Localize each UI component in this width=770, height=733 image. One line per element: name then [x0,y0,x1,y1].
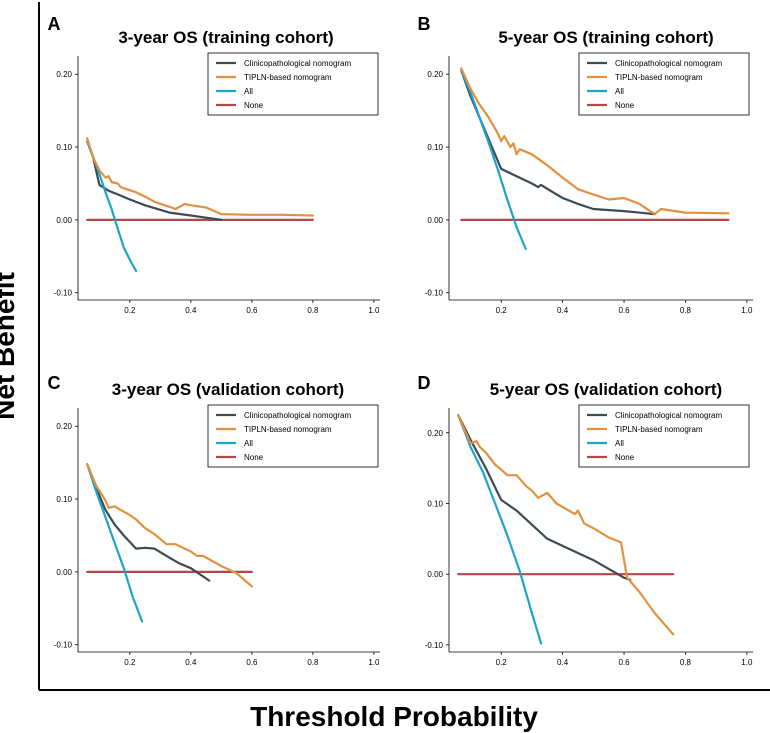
legend-label: TIPLN-based nomogram [615,425,703,434]
y-tick-label: 0.20 [427,429,443,438]
panel-title: 5-year OS (validation cohort) [490,380,722,399]
y-tick-label: 0.10 [427,143,443,152]
panel-letter: B [418,14,431,34]
y-tick-label: 0.00 [427,216,443,225]
y-tick-label: 0.10 [427,499,443,508]
x-tick-label: 0.2 [496,306,508,315]
legend-label: TIPLN-based nomogram [615,73,703,82]
x-tick-label: 0.4 [557,306,569,315]
legend-label: All [615,87,624,96]
x-tick-label: 0.2 [124,306,136,315]
series-line-clinicopathological-nomogram [86,463,211,582]
panel-letter: C [48,373,61,393]
legend-label: Clinicopathological nomogram [244,59,352,68]
legend-label: None [244,453,264,462]
legend: Clinicopathological nomogram TIPLN-based … [578,52,750,116]
y-tick-label: 0.00 [56,216,72,225]
series-line-all [460,69,527,251]
x-tick-label: 0.2 [496,658,508,667]
series-line-tipln-based-nomogram [86,463,253,588]
legend-label: All [615,439,624,448]
panel-a: A 3-year OS (training cohort) 0.2 0.4 0.6 0.8… [48,14,381,315]
y-tick-label: -0.10 [54,289,73,298]
y-tick-label: 0.00 [56,568,72,577]
legend-label: TIPLN-based nomogram [244,73,332,82]
y-tick-label: 0.20 [56,70,72,79]
panel-title: 3-year OS (validation cohort) [112,380,344,399]
x-tick-label: 0.8 [680,306,692,315]
x-tick-label: 0.6 [246,306,258,315]
legend: Clinicopathological nomogram TIPLN-based … [207,404,379,468]
legend-label: None [615,101,635,110]
x-tick-label: 0.2 [124,658,136,667]
legend: Clinicopathological nomogram TIPLN-based … [207,52,379,116]
legend-box [578,52,750,116]
x-tick-label: 0.6 [246,658,258,667]
legend-box [578,404,750,468]
legend-label: TIPLN-based nomogram [244,425,332,434]
x-tick-label: 1.0 [741,658,753,667]
legend-label: Clinicopathological nomogram [615,59,723,68]
legend-label: None [244,101,264,110]
x-tick-label: 0.6 [618,658,630,667]
x-tick-label: 1.0 [368,306,380,315]
x-tick-label: 0.6 [618,306,630,315]
series-line-clinicopathological-nomogram [457,414,632,582]
y-tick-label: -0.10 [425,289,444,298]
y-tick-label: -0.10 [425,641,444,650]
y-tick-label: 0.10 [56,495,72,504]
panel-title: 3-year OS (training cohort) [118,28,333,47]
series-line-tipln-based-nomogram [460,67,730,216]
legend-label: All [244,87,253,96]
panel-c: C 3-year OS (validation cohort) 0.2 0.4 0.6 0… [48,373,381,667]
y-tick-label: -0.10 [54,641,73,650]
x-tick-label: 0.8 [680,658,692,667]
y-tick-label: 0.20 [56,422,72,431]
legend-label: Clinicopathological nomogram [244,411,352,420]
panel-d: D 5-year OS (validation cohort) 0.2 0.4 0.6 0… [418,373,753,667]
y-tick-label: 0.20 [427,70,443,79]
x-tick-label: 1.0 [741,306,753,315]
series-line-all [457,414,543,645]
x-tick-label: 0.4 [557,658,569,667]
legend: Clinicopathological nomogram TIPLN-based … [578,404,750,468]
x-tick-label: 0.4 [185,306,197,315]
x-tick-label: 0.8 [307,306,319,315]
legend-label: None [615,453,635,462]
x-tick-label: 0.4 [185,658,197,667]
x-tick-label: 0.8 [307,658,319,667]
legend-label: All [244,439,253,448]
legend-label: Clinicopathological nomogram [615,411,723,420]
y-tick-label: 0.00 [427,570,443,579]
series-line-clinicopathological-nomogram [86,140,223,221]
series-line-tipln-based-nomogram [86,137,314,217]
series-line-all [86,463,144,623]
figure-x-label: Threshold Probability [250,701,538,732]
x-tick-label: 1.0 [368,658,380,667]
legend-box [207,404,379,468]
panel-letter: A [48,14,61,34]
figure-y-label: Net Benefit [0,272,20,420]
panel-b: B 5-year OS (training cohort) 0.2 0.4 0.6 0.8… [418,14,753,315]
y-tick-label: 0.10 [56,143,72,152]
panel-title: 5-year OS (training cohort) [498,28,713,47]
legend-box [207,52,379,116]
series-line-tipln-based-nomogram [457,414,675,636]
panel-letter: D [418,373,431,393]
